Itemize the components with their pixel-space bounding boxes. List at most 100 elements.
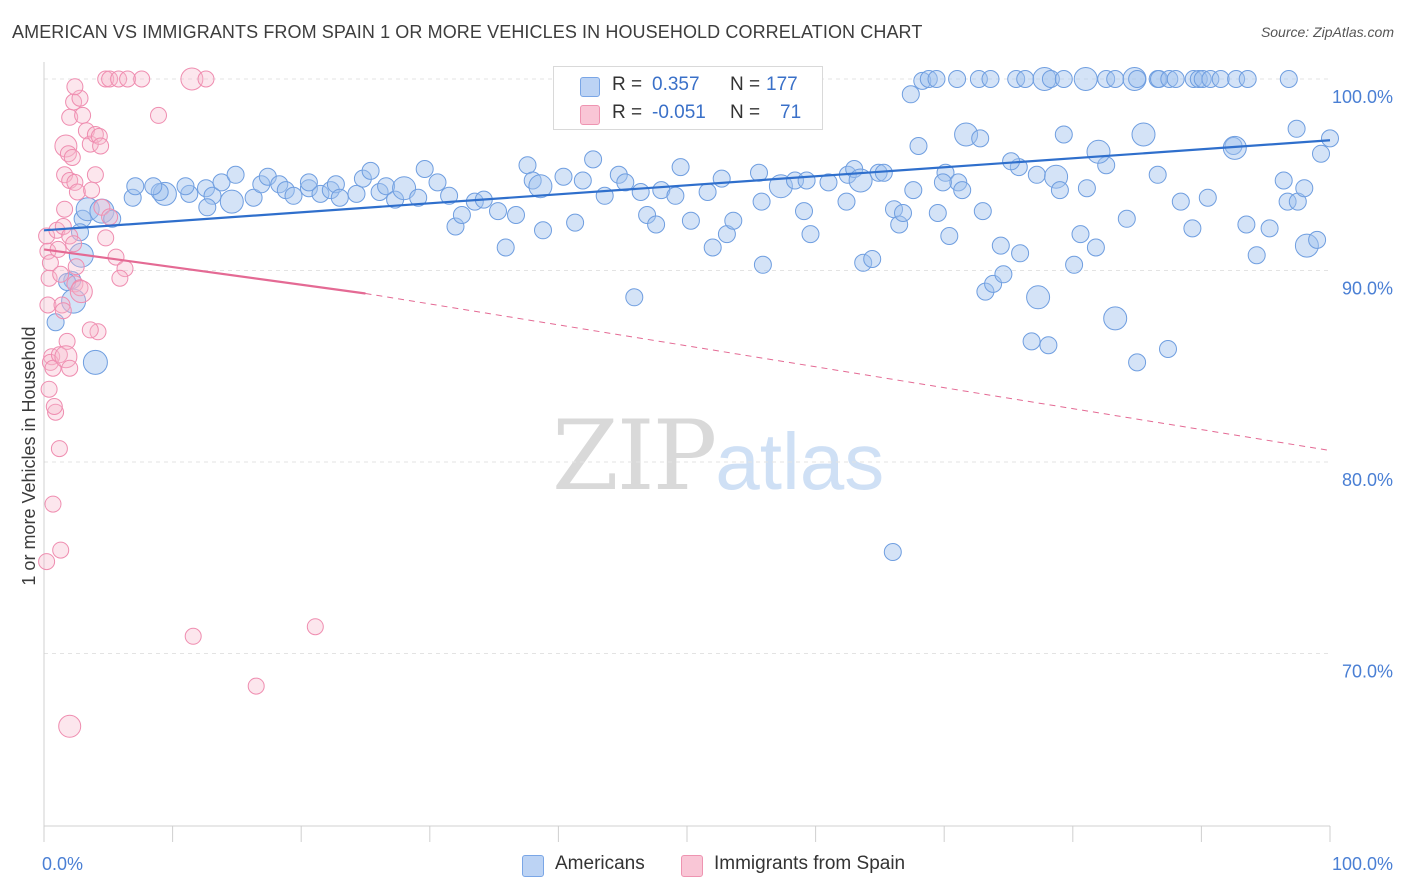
y-tick-label: 70.0% xyxy=(1342,662,1393,682)
data-point xyxy=(801,225,820,244)
data-point xyxy=(616,173,635,192)
data-point xyxy=(795,202,813,221)
legend-r-value: -0.051 xyxy=(652,102,706,123)
data-point xyxy=(752,192,771,211)
data-point xyxy=(528,174,553,199)
data-point xyxy=(625,288,644,307)
data-point xyxy=(1183,219,1202,238)
data-point xyxy=(440,186,459,205)
data-point xyxy=(1103,306,1128,331)
data-point xyxy=(1287,119,1306,138)
chart-title: AMERICAN VS IMMIGRANTS FROM SPAIN 1 OR M… xyxy=(12,22,923,42)
data-point xyxy=(428,173,447,192)
data-point xyxy=(797,171,816,190)
data-point xyxy=(1278,192,1297,211)
trend-line-americans xyxy=(43,139,1331,232)
data-point xyxy=(66,78,84,96)
data-point xyxy=(1050,181,1069,200)
data-point xyxy=(152,181,177,206)
series-immigrants-from-spain xyxy=(38,67,324,738)
data-point xyxy=(1022,332,1041,351)
data-point xyxy=(883,543,902,561)
data-point xyxy=(554,167,573,186)
data-point xyxy=(1086,139,1111,164)
data-point xyxy=(1312,144,1330,163)
data-point xyxy=(347,184,366,203)
data-point xyxy=(1237,215,1256,234)
data-point xyxy=(110,70,128,88)
data-point xyxy=(1171,192,1190,211)
data-point xyxy=(150,106,167,124)
data-point xyxy=(39,296,57,314)
data-point xyxy=(176,177,195,196)
data-point xyxy=(45,398,63,415)
data-point xyxy=(712,169,731,188)
legend-r-label: R = xyxy=(612,102,643,123)
data-point xyxy=(819,173,838,192)
data-point xyxy=(212,173,231,192)
x-tick-label-right: 100.0% xyxy=(1332,854,1393,874)
data-point xyxy=(976,282,995,301)
data-point xyxy=(496,238,515,257)
data-point xyxy=(1260,219,1279,238)
data-point xyxy=(86,166,104,184)
legend-row-americans: R = 0.357 N = 177 xyxy=(554,73,822,101)
data-point xyxy=(180,67,204,91)
data-point xyxy=(197,70,215,88)
legend-n-value: 177 xyxy=(766,74,798,95)
data-point xyxy=(321,181,340,200)
legend: R = 0.357 N = 177 R = -0.051 N = 71 xyxy=(553,66,823,130)
data-point xyxy=(311,184,330,203)
data-point xyxy=(123,188,142,207)
data-point xyxy=(75,197,100,222)
data-point xyxy=(69,280,93,304)
data-point xyxy=(326,175,345,194)
data-point xyxy=(909,137,928,155)
legend-swatch-americans xyxy=(580,77,600,97)
data-point xyxy=(904,181,923,200)
data-point xyxy=(1128,353,1147,372)
bottom-legend-label: Americans xyxy=(555,853,645,874)
data-point xyxy=(1193,70,1212,88)
data-point xyxy=(133,70,151,88)
data-point xyxy=(144,177,163,196)
data-point xyxy=(52,265,70,283)
data-point xyxy=(197,179,215,198)
y-tick-label: 90.0% xyxy=(1342,279,1393,299)
data-point xyxy=(1026,285,1051,310)
x-tick-label-left: 0.0% xyxy=(42,854,83,874)
data-point xyxy=(1238,70,1257,88)
data-point xyxy=(219,189,244,214)
axes xyxy=(43,62,1331,842)
data-point xyxy=(1054,125,1073,144)
data-point xyxy=(101,70,119,88)
data-point xyxy=(92,137,110,155)
data-point xyxy=(666,186,685,205)
data-point xyxy=(252,175,271,194)
data-point xyxy=(1148,165,1167,184)
data-point xyxy=(848,168,873,193)
data-point xyxy=(1027,165,1046,184)
data-point xyxy=(1321,129,1339,148)
data-point xyxy=(53,296,71,314)
axis-labels: 100.0% 90.0% 80.0% 70.0% 0.0% 100.0% 1 or more… xyxy=(19,87,1393,874)
data-point xyxy=(1065,255,1084,274)
data-point xyxy=(584,150,603,169)
data-point xyxy=(1032,67,1057,91)
data-point xyxy=(1274,171,1293,190)
bottom-legend-swatch-americans xyxy=(522,855,544,877)
data-point xyxy=(56,200,74,218)
data-point xyxy=(863,250,882,268)
data-point xyxy=(58,332,76,350)
data-point xyxy=(49,240,67,258)
data-point xyxy=(573,171,592,190)
data-point xyxy=(330,188,349,207)
data-point xyxy=(306,618,324,636)
data-point xyxy=(1073,67,1098,91)
data-point xyxy=(1198,188,1217,207)
data-point xyxy=(994,265,1013,284)
data-point xyxy=(631,183,650,201)
data-point xyxy=(671,158,690,177)
data-point xyxy=(1211,70,1230,88)
data-point xyxy=(83,181,101,199)
